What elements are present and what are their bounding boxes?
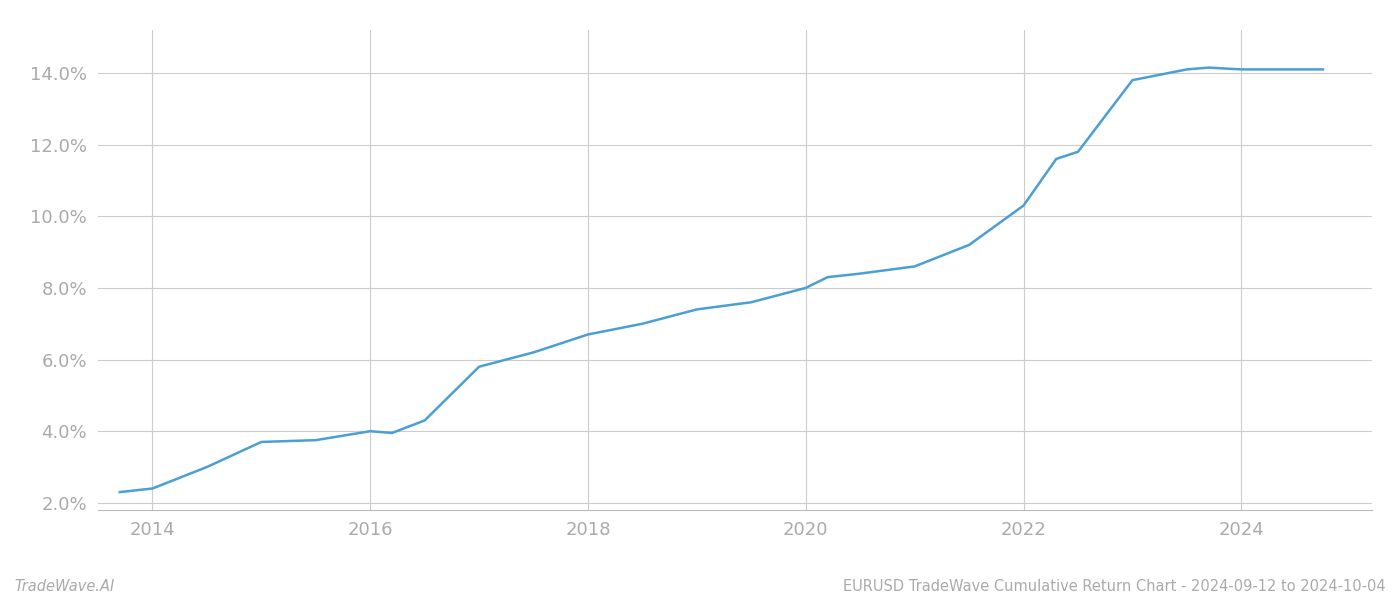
Text: EURUSD TradeWave Cumulative Return Chart - 2024-09-12 to 2024-10-04: EURUSD TradeWave Cumulative Return Chart… — [843, 579, 1386, 594]
Text: TradeWave.AI: TradeWave.AI — [14, 579, 115, 594]
